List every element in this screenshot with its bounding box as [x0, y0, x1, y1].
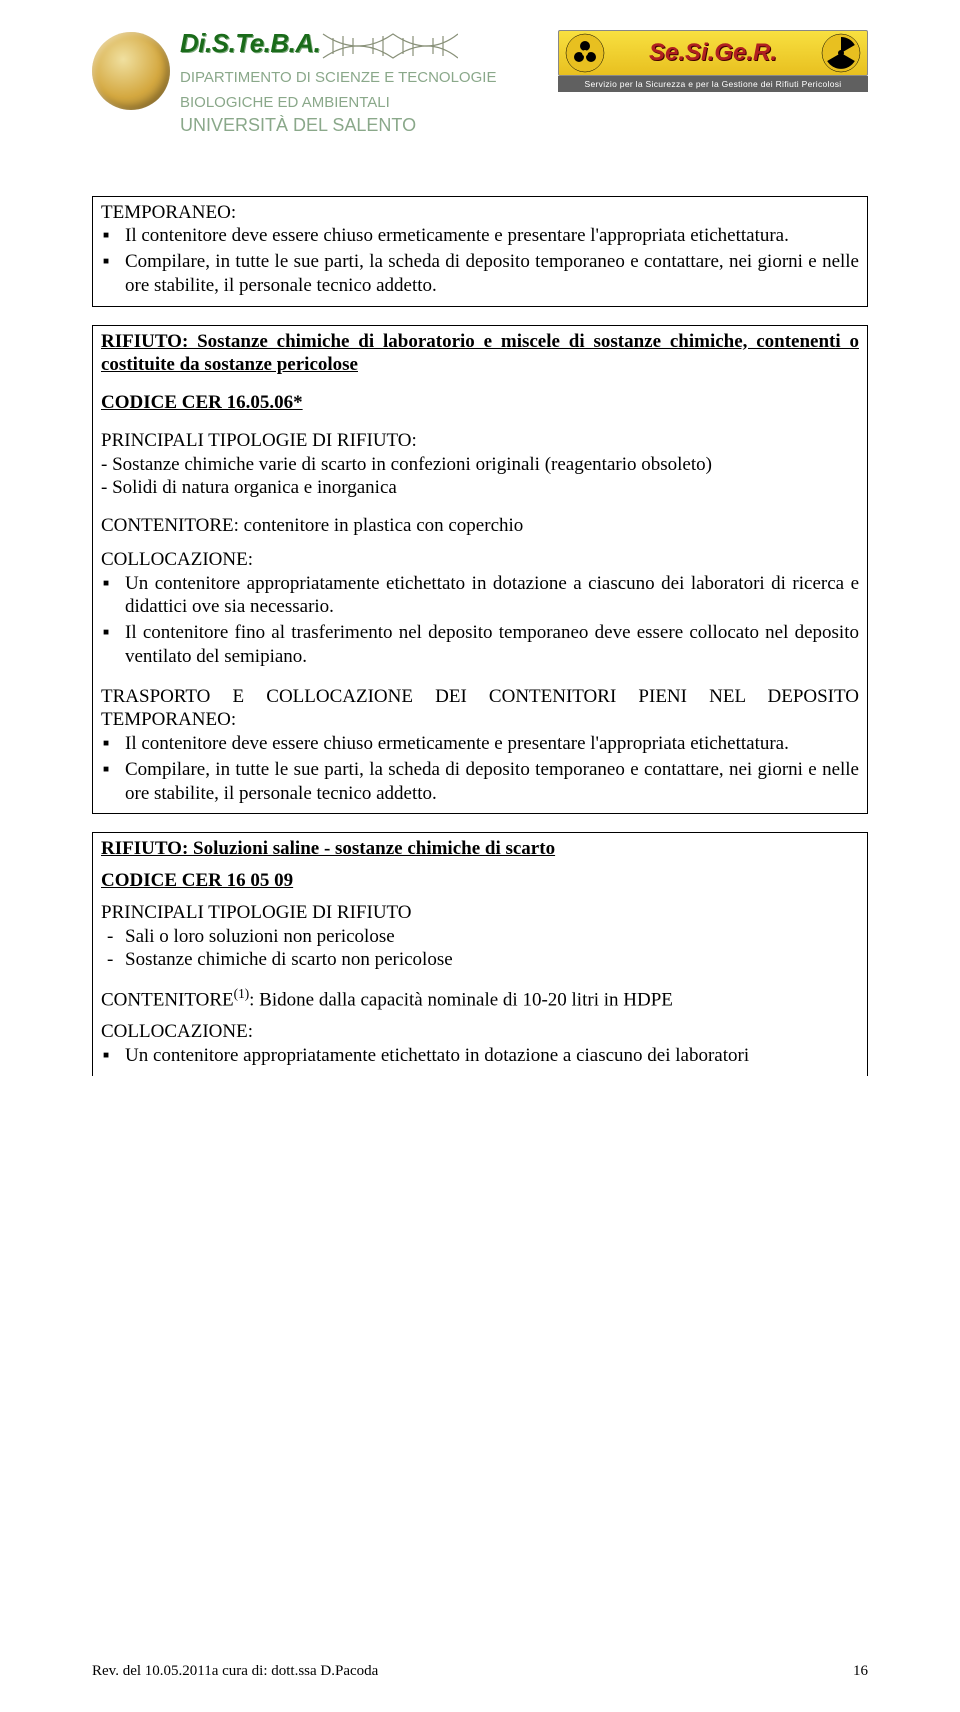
list-item: Sostanze chimiche di scarto non pericolo…: [125, 948, 859, 972]
contenitore-line: CONTENITORE(1): Bidone dalla capacità no…: [101, 986, 859, 1012]
list-item: Un contenitore appropriatamente etichett…: [125, 1044, 859, 1068]
list-item: Sali o loro soluzioni non pericolose: [125, 925, 859, 949]
contenitore-line: CONTENITORE: contenitore in plastica con…: [101, 514, 859, 538]
badge-brand: Se.Si.Ge.R.: [609, 39, 817, 67]
collocazione-label: COLLOCAZIONE:: [101, 1020, 859, 1044]
biohazard-icon: [565, 33, 605, 73]
list-item: Un contenitore appropriatamente etichett…: [125, 572, 859, 620]
page-header: Di.S.Te.B.A. DIPARTIMENTO DI SCIENZE E T…: [92, 28, 868, 136]
list-item: Il contenitore deve essere chiuso ermeti…: [125, 224, 859, 248]
rifiuto-title: RIFIUTO: Soluzioni saline - sostanze chi…: [101, 838, 555, 859]
list-item: Compilare, in tutte le sue parti, la sch…: [125, 758, 859, 806]
list-item: Compilare, in tutte le sue parti, la sch…: [125, 250, 859, 298]
dna-icon: [318, 30, 458, 62]
rifiuto-title: RIFIUTO: Sostanze chimiche di laboratori…: [101, 330, 859, 378]
page-number: 16: [853, 1663, 868, 1680]
badge-subtitle: Servizio per la Sicurezza e per la Gesti…: [558, 76, 868, 92]
radiation-icon: [821, 33, 861, 73]
codice-cer: CODICE CER 16.05.06*: [101, 391, 859, 415]
service-badge: Se.Si.Ge.R. Servizio per la Sicurezza e …: [558, 30, 868, 92]
university-seal-icon: [92, 32, 170, 110]
box-rifiuto-sostanze: RIFIUTO: Sostanze chimiche di laboratori…: [92, 325, 868, 815]
codice-cer: CODICE CER 16 05 09: [101, 870, 293, 891]
collocazione-label: COLLOCAZIONE:: [101, 548, 859, 572]
tipologia-item: - Sostanze chimiche varie di scarto in c…: [101, 453, 859, 477]
department-line2: BIOLOGICHE ED AMBIENTALI: [180, 94, 548, 113]
logo-column: Di.S.Te.B.A. DIPARTIMENTO DI SCIENZE E T…: [180, 28, 548, 136]
contenitore-post: : Bidone dalla capacità nominale di 10-2…: [249, 989, 673, 1010]
temporaneo-label: TEMPORANEO:: [101, 201, 859, 225]
trasporto-label: TRASPORTO E COLLOCAZIONE DEI CONTENITORI…: [101, 685, 859, 733]
logo-text: Di.S.Te.B.A.: [180, 28, 320, 59]
department-line1: DIPARTIMENTO DI SCIENZE E TECNOLOGIE: [180, 69, 548, 88]
box-rifiuto-soluzioni: RIFIUTO: Soluzioni saline - sostanze chi…: [92, 832, 868, 1075]
page-footer: Rev. del 10.05.2011a cura di: dott.ssa D…: [92, 1663, 868, 1680]
tipologia-item: - Solidi di natura organica e inorganica: [101, 476, 859, 500]
list-item: Il contenitore fino al trasferimento nel…: [125, 621, 859, 669]
principali-label: PRINCIPALI TIPOLOGIE DI RIFIUTO: [101, 901, 859, 925]
contenitore-pre: CONTENITORE: [101, 989, 234, 1010]
university-name: UNIVERSITÀ DEL SALENTO: [180, 115, 548, 136]
box-temporaneo-top: TEMPORANEO: Il contenitore deve essere c…: [92, 196, 868, 307]
principali-label: PRINCIPALI TIPOLOGIE DI RIFIUTO:: [101, 429, 859, 453]
list-item: Il contenitore deve essere chiuso ermeti…: [125, 732, 859, 756]
footer-revision: Rev. del 10.05.2011a cura di: dott.ssa D…: [92, 1663, 378, 1680]
contenitore-sup: (1): [234, 986, 250, 1001]
